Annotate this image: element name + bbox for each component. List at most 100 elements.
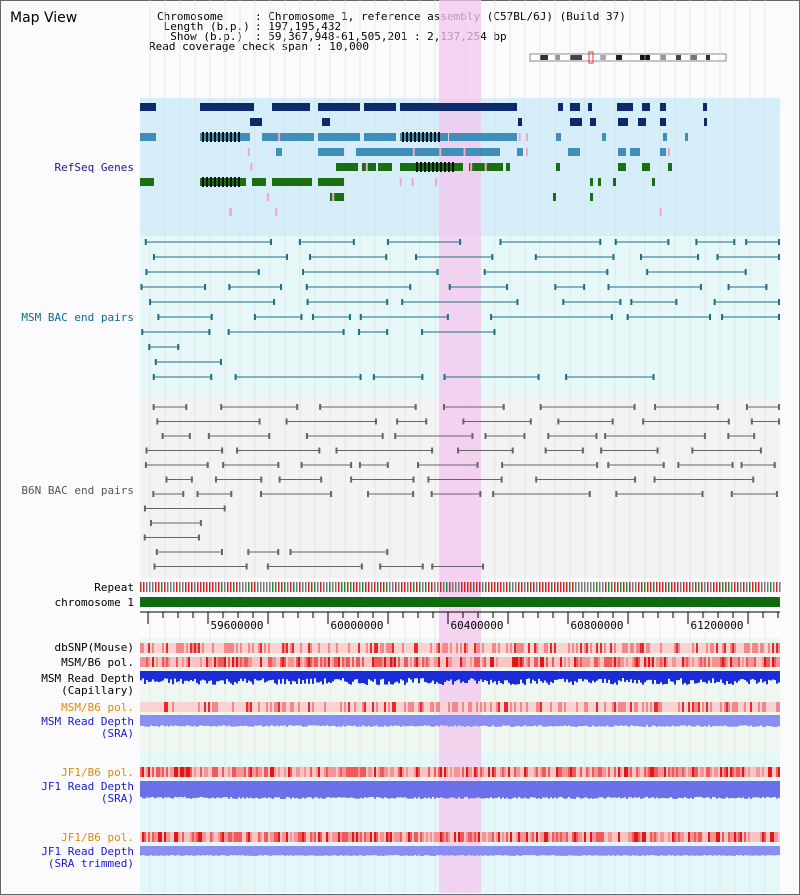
msm-depth-cap-bar xyxy=(354,671,356,680)
msm-depth-cap-bar xyxy=(740,671,742,680)
track-label-repeat[interactable]: Repeat xyxy=(94,581,134,594)
msm-depth-sra-bar xyxy=(276,715,278,726)
jf1-depth-trim-bar xyxy=(564,846,566,856)
dbsnp-cell xyxy=(180,643,182,653)
jf1-b6-pol-2-cell xyxy=(766,832,768,842)
jf1-b6-pol-cell xyxy=(270,767,272,777)
jf1-depth-sra-bar xyxy=(474,781,476,799)
msm-depth-cap-bar xyxy=(210,671,212,681)
msm-bac-end xyxy=(626,314,629,320)
track-label-jf1-depth-trim[interactable]: JF1 Read Depth xyxy=(41,845,134,858)
repeat-element xyxy=(173,582,175,592)
msm-depth-cap-bar xyxy=(764,671,766,682)
jf1-b6-pol-2-cell xyxy=(574,832,576,842)
msm-depth-cap-bar xyxy=(176,671,178,683)
msm-b6-pol-cell xyxy=(604,657,606,667)
msm-b6-pol-2-cell xyxy=(446,702,448,712)
jf1-depth-trim-bar xyxy=(540,846,542,856)
dbsnp-cell xyxy=(496,643,498,653)
msm-depth-sra-bar xyxy=(666,715,668,726)
jf1-b6-pol-2-cell xyxy=(178,832,180,842)
msm-depth-cap-bar xyxy=(430,671,432,683)
dbsnp-cell xyxy=(164,643,166,653)
msm-b6-pol-cell xyxy=(710,657,712,667)
jf1-depth-sra-bar xyxy=(186,781,188,799)
jf1-b6-pol-cell xyxy=(530,767,532,777)
track-label-jf1-b6-pol[interactable]: JF1/B6 pol. xyxy=(61,766,134,779)
jf1-b6-pol-2-cell xyxy=(714,832,716,842)
msm-depth-cap-bar xyxy=(302,671,304,681)
msm-depth-sra-bar xyxy=(400,715,402,727)
jf1-depth-trim-bar xyxy=(676,846,678,856)
jf1-depth-trim-bar xyxy=(154,846,156,856)
msm-depth-sra-bar xyxy=(450,715,452,727)
b6n-bac-end xyxy=(155,549,158,555)
track-label-msm-depth-cap[interactable]: MSM Read Depth xyxy=(41,672,134,685)
jf1-b6-pol-cell xyxy=(594,767,596,777)
dbsnp-cell xyxy=(300,643,302,653)
jf1-depth-trim-bar xyxy=(212,846,214,856)
b6n-bac-end xyxy=(260,476,263,483)
jf1-depth-sra-bar xyxy=(480,781,482,799)
msm-depth-sra-bar xyxy=(464,715,466,727)
msm-depth-sra-bar xyxy=(704,715,706,726)
track-label-jf1-b6-pol-2[interactable]: JF1/B6 pol. xyxy=(61,831,134,844)
msm-depth-cap-bar xyxy=(466,671,468,684)
track-label-msm-bac[interactable]: MSM BAC end pairs xyxy=(21,311,134,324)
track-label-b6n-bac[interactable]: B6N BAC end pairs xyxy=(21,484,134,497)
jf1-depth-trim-bar xyxy=(736,846,738,856)
track-label-msm-depth-sra[interactable]: MSM Read Depth xyxy=(41,715,134,728)
jf1-b6-pol-2-cell xyxy=(592,832,594,842)
jf1-depth-sra-bar xyxy=(688,781,690,799)
jf1-b6-pol-cell xyxy=(652,767,654,777)
dbsnp-cell xyxy=(516,643,518,653)
track-label-jf1-depth-sra[interactable]: JF1 Read Depth xyxy=(41,780,134,793)
msm-depth-cap-bar xyxy=(256,671,258,681)
msm-b6-pol-2-cell xyxy=(480,702,482,712)
dbsnp-cell xyxy=(514,643,516,653)
refseq-minor-feature xyxy=(266,193,269,201)
msm-b6-pol-cell xyxy=(568,657,570,667)
refseq-minor-feature xyxy=(435,178,438,186)
track-label-msm-b6-pol-2[interactable]: MSM/B6 pol. xyxy=(61,701,134,714)
msm-depth-sra-bar xyxy=(700,715,702,727)
repeat-element xyxy=(776,582,778,592)
jf1-b6-pol-cell xyxy=(684,767,686,777)
repeat-element xyxy=(503,582,505,592)
refseq-gene xyxy=(618,163,626,171)
jf1-b6-pol-2-cell xyxy=(650,832,652,842)
msm-depth-cap-bar xyxy=(368,671,370,680)
jf1-b6-pol-2-cell xyxy=(744,832,746,842)
chromosome-ideogram xyxy=(529,53,727,62)
b6n-bac-end xyxy=(596,462,599,468)
track-label-msm-b6-pol[interactable]: MSM/B6 pol. xyxy=(61,656,134,669)
jf1-depth-sra-bar xyxy=(238,781,240,798)
dbsnp-cell xyxy=(228,643,230,653)
msm-b6-pol-cell xyxy=(226,657,228,667)
jf1-b6-pol-2-cell xyxy=(768,832,770,842)
track-label-chromosome[interactable]: chromosome 1 xyxy=(54,596,134,609)
jf1-depth-sra-bar xyxy=(456,781,458,799)
refseq-gene xyxy=(517,148,523,156)
jf1-depth-trim-bar xyxy=(328,846,330,856)
msm-b6-pol-cell xyxy=(408,657,410,667)
msm-b6-pol-cell xyxy=(548,657,550,667)
jf1-b6-pol-cell xyxy=(696,767,698,777)
jf1-depth-sra-bar xyxy=(736,781,738,798)
jf1-depth-trim-bar xyxy=(688,846,690,856)
msm-b6-pol-2-cell xyxy=(252,702,254,712)
jf1-b6-pol-2-cell xyxy=(754,832,756,842)
b6n-bac-end xyxy=(431,447,434,454)
refseq-gene xyxy=(250,118,262,126)
jf1-b6-pol-cell xyxy=(172,767,174,777)
jf1-depth-sra-bar xyxy=(510,781,512,799)
jf1-b6-pol-cell xyxy=(390,767,392,777)
dbsnp-cell xyxy=(536,643,538,653)
jf1-b6-pol-2-cell xyxy=(478,832,480,842)
msm-b6-pol-2-cell xyxy=(412,702,414,712)
track-label-dbsnp[interactable]: dbSNP(Mouse) xyxy=(54,641,134,654)
msm-b6-pol-2-cell xyxy=(452,702,454,712)
b6n-bac-end xyxy=(727,418,730,425)
track-label-refseq[interactable]: RefSeq Genes xyxy=(54,161,134,174)
